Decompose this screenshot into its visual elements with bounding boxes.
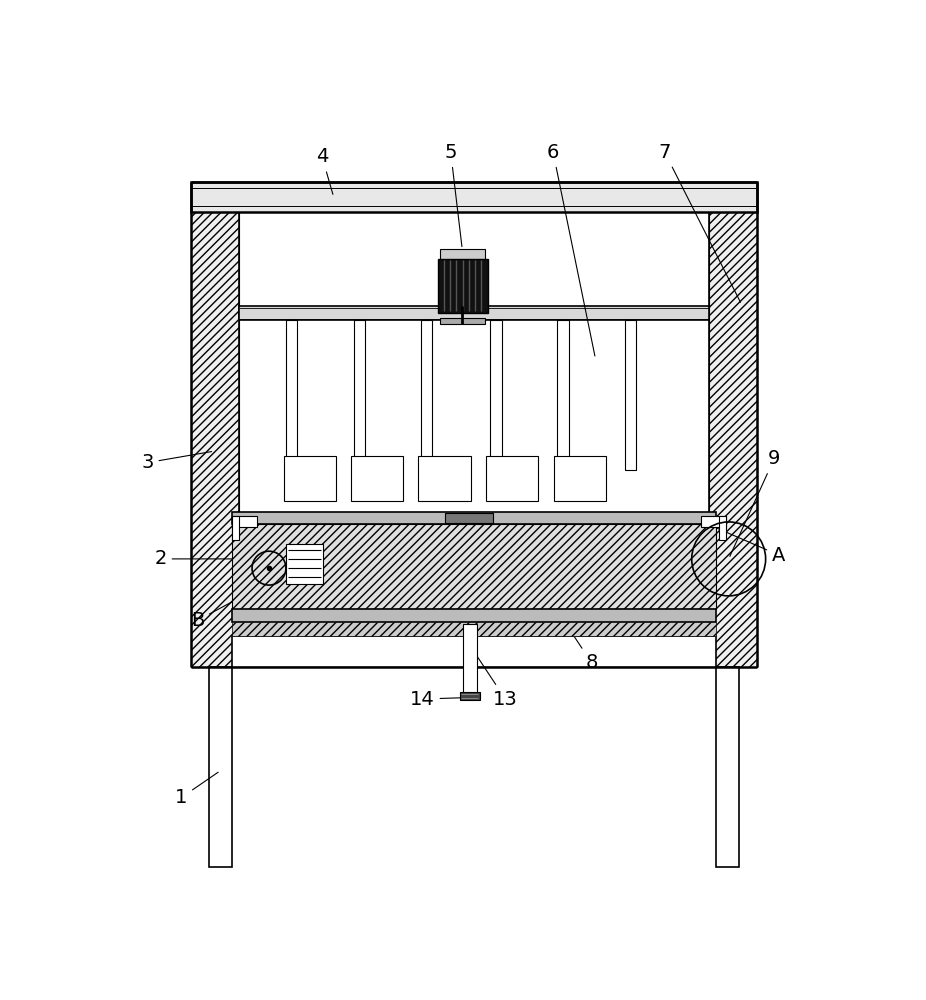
Text: 6: 6 [547,143,594,356]
Text: 8: 8 [566,624,598,672]
Bar [191,182,757,212]
Text: 5: 5 [444,143,462,247]
Text: 1: 1 [175,772,219,807]
Bar [557,320,569,470]
Bar [286,320,297,470]
Bar [232,622,717,636]
Bar [283,456,336,501]
Bar [554,456,607,501]
Bar [438,259,488,312]
Text: 3: 3 [141,452,211,472]
Text: B: B [191,573,285,630]
Bar [420,320,432,470]
Bar [719,516,726,540]
Bar [232,516,239,540]
Text: 4: 4 [316,147,332,194]
Bar [717,667,740,867]
Bar [486,456,539,501]
Bar [490,320,502,470]
Bar [440,318,485,324]
Bar [709,212,757,667]
Bar [460,692,480,700]
Bar [625,320,636,470]
Text: A: A [716,528,785,565]
Bar [351,456,403,501]
Bar [232,636,717,667]
Bar [286,544,323,584]
Bar [440,249,485,260]
Bar [354,320,365,470]
Bar [232,512,717,524]
Bar [232,609,717,622]
Text: 7: 7 [658,143,741,302]
Bar [239,306,709,320]
Text: 2: 2 [155,549,261,568]
Bar [232,516,257,527]
Bar [191,212,239,667]
Bar [445,513,493,523]
Text: 14: 14 [410,690,468,709]
Bar [419,456,470,501]
Bar [701,516,726,527]
Bar [232,524,717,609]
Text: 13: 13 [475,654,518,709]
Bar [209,667,232,867]
Bar [463,624,477,694]
Text: 9: 9 [730,449,781,556]
